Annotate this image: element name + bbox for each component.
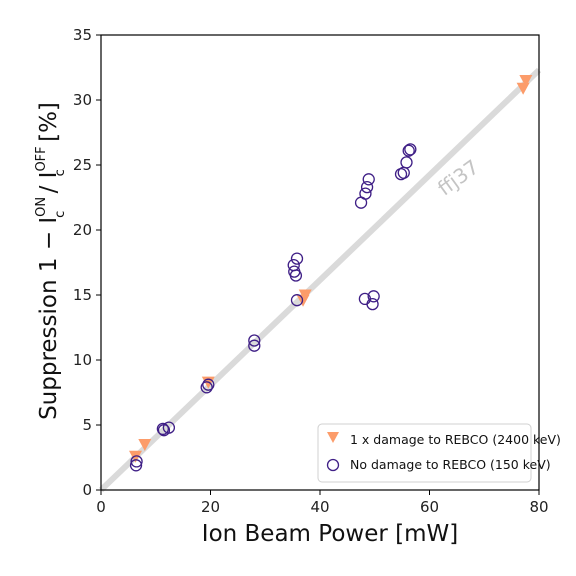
y-tick-label: 35 [73,26,92,44]
data-points-layer [128,75,533,472]
data-point-damage [298,289,312,302]
data-point-no-damage [367,290,380,303]
data-point-no-damage [402,144,415,157]
data-point-no-damage [200,381,213,394]
x-tick-label: 40 [310,498,329,516]
y-tick-label: 25 [73,156,92,174]
legend-marker-circle [326,458,340,472]
y-tick-label: 15 [73,286,92,304]
x-axis-title: Ion Beam Power [mW] [202,521,458,547]
data-point-no-damage [289,269,303,282]
data-point-no-damage [129,459,143,472]
legend-label-no-damage: No damage to REBCO (150 keV) [350,457,551,472]
data-point-no-damage [290,252,304,265]
y-tick-label: 0 [82,481,92,499]
x-tick-label: 20 [201,498,220,516]
data-point-damage [519,75,533,87]
y-title-sub-c2: c [53,169,68,176]
data-point-no-damage [248,339,261,352]
y-title-sub-c: c [53,211,68,218]
y-tick-label: 20 [73,221,92,239]
legend: 1 x damage to REBCO (2400 keV) No damage… [317,423,561,483]
data-point-no-damage [130,455,143,468]
data-point-no-damage [202,378,215,391]
legend-marker-triangle [327,432,339,443]
x-axis-ticks: 0 20 40 60 80 [96,490,549,516]
data-point-no-damage [360,180,374,194]
y-title-suffix: [%] [36,102,62,149]
data-point-no-damage [248,334,261,347]
y-title-sup-off: OFF [34,146,49,171]
x-tick-label: 0 [96,498,106,516]
plot-frame [100,34,540,491]
y-title-prefix: Suppression 1 − I [36,217,62,420]
y-tick-label: 10 [73,351,92,369]
data-point-no-damage [156,422,170,436]
x-tick-label: 80 [529,498,548,516]
data-point-no-damage [400,156,413,169]
data-point-no-damage [290,294,304,307]
data-point-no-damage [359,187,372,200]
y-axis-ticks: 0 5 10 15 20 25 30 35 [73,26,101,499]
y-tick-label: 5 [82,416,92,434]
legend-label-damage: 1 x damage to REBCO (2400 keV) [350,432,561,447]
data-point-no-damage [404,143,417,156]
x-tick-label: 60 [420,498,439,516]
data-point-damage [128,450,142,463]
data-point-no-damage [366,297,379,311]
data-point-damage [138,439,152,451]
fit-line [98,67,542,493]
data-point-no-damage [162,421,176,434]
y-title-sup-on: ON [34,197,49,217]
fit-line-layer [98,67,542,493]
y-tick-label: 30 [73,91,92,109]
y-axis-title: Suppression 1 − ION c / IOFF c [%] [34,102,68,420]
data-point-no-damage [362,173,375,186]
legend-box [317,423,532,483]
y-title-mid: / I [36,172,62,201]
